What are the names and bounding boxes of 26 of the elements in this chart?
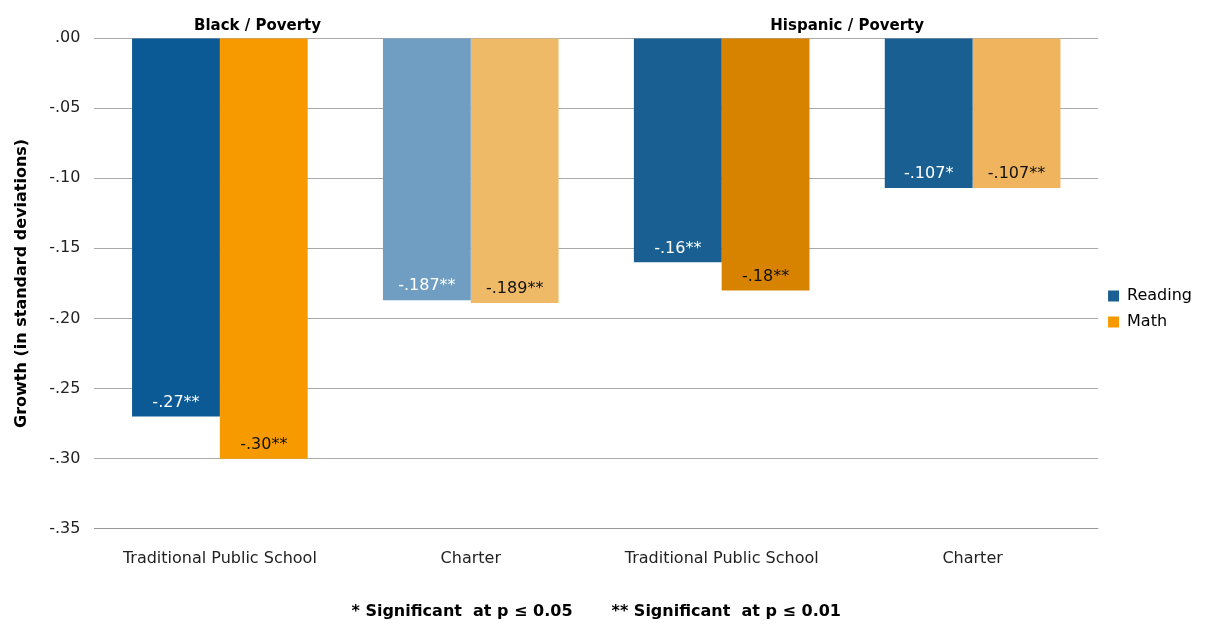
x-tick-label: Charter	[440, 547, 502, 567]
x-tick-label: Traditional Public School	[623, 547, 819, 567]
data-label: -.107*	[903, 163, 954, 183]
data-label: -.189**	[485, 278, 544, 298]
y-tick-label: -.35	[49, 517, 81, 537]
y-tick-label: -.30	[49, 447, 81, 467]
y-tick-label: -.20	[49, 307, 81, 327]
legend-label: Math	[1127, 311, 1168, 331]
legend-label: Reading	[1127, 285, 1193, 305]
y-tick-label: -.25	[49, 377, 81, 397]
data-label: -.30**	[240, 433, 288, 453]
y-tick-label: -.15	[49, 237, 81, 257]
y-tick-label: -.10	[49, 167, 81, 187]
data-label: -.187**	[398, 275, 456, 295]
data-label: -.107**	[987, 163, 1046, 183]
text: Black / Poverty	[193, 16, 322, 35]
data-label: -.27**	[152, 391, 200, 411]
y-tick-label: -.05	[49, 97, 81, 117]
y-axis-title: Growth (in standard deviations)	[10, 138, 30, 428]
x-tick-label: Traditional Public School	[121, 547, 317, 567]
data-label: -.18**	[741, 265, 790, 285]
text: * Significant at p ≤ 0.05 ** Significant at p ≤ 0.01	[351, 601, 841, 620]
x-tick-label: Charter	[942, 547, 1004, 567]
text: Hispanic / Poverty	[770, 16, 925, 35]
y-tick-label: .00	[54, 27, 81, 47]
data-label: -.16**	[654, 237, 702, 257]
